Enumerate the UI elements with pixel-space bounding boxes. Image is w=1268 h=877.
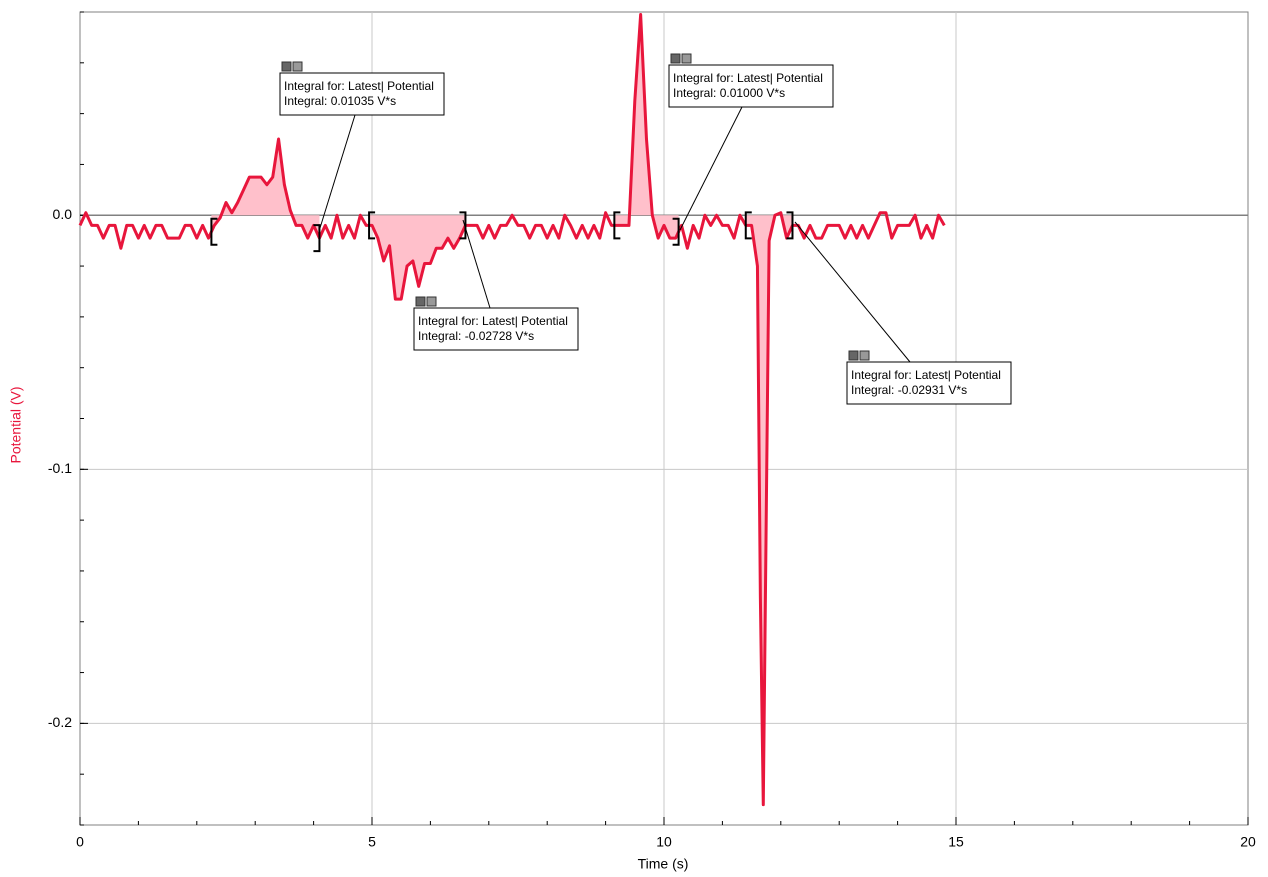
annotation-result: Integral: 0.01000 V*s [673, 86, 785, 100]
y-axis-label: Potential (V) [8, 386, 24, 463]
annotation-result: Integral: -0.02931 V*s [851, 383, 967, 397]
x-tick-label: 0 [76, 834, 84, 850]
leader-line [679, 106, 743, 231]
annotation-label: Integral for: Latest| Potential [851, 368, 1001, 382]
leader-line [462, 219, 491, 309]
range-bracket [786, 211, 794, 240]
annotation-box [668, 64, 834, 108]
close-button [415, 296, 426, 307]
leader-line [794, 221, 911, 363]
minimize-button [426, 296, 437, 307]
integral-area [211, 139, 320, 239]
minimize-button [859, 350, 870, 361]
range-bracket [744, 211, 752, 240]
minimize-button [681, 53, 692, 64]
range-bracket [210, 217, 218, 246]
close-button [281, 61, 292, 72]
range-bracket [313, 224, 321, 253]
annotation-box [413, 307, 579, 351]
range-bracket [613, 211, 621, 240]
y-tick-label: -0.1 [48, 460, 72, 476]
leader-line [319, 114, 356, 229]
annotation-label: Integral for: Latest| Potential [673, 71, 823, 85]
x-axis-label: Time (s) [638, 856, 689, 872]
integral-area [614, 14, 679, 239]
close-button [670, 53, 681, 64]
y-tick-label: 0.0 [53, 206, 73, 222]
x-tick-label: 20 [1240, 834, 1256, 850]
annotation-box [846, 361, 1012, 405]
x-tick-label: 15 [948, 834, 964, 850]
y-tick-label: -0.2 [48, 714, 72, 730]
annotation-result: Integral: 0.01035 V*s [284, 94, 396, 108]
range-bracket [368, 211, 376, 240]
range-bracket [459, 211, 467, 240]
annotation-result: Integral: -0.02728 V*s [418, 329, 534, 343]
close-button [848, 350, 859, 361]
annotation-label: Integral for: Latest| Potential [284, 79, 434, 93]
x-tick-label: 10 [656, 834, 672, 850]
x-tick-label: 5 [368, 834, 376, 850]
range-bracket [672, 217, 680, 246]
minimize-button [292, 61, 303, 72]
annotation-label: Integral for: Latest| Potential [418, 314, 568, 328]
annotation-box [279, 72, 445, 116]
